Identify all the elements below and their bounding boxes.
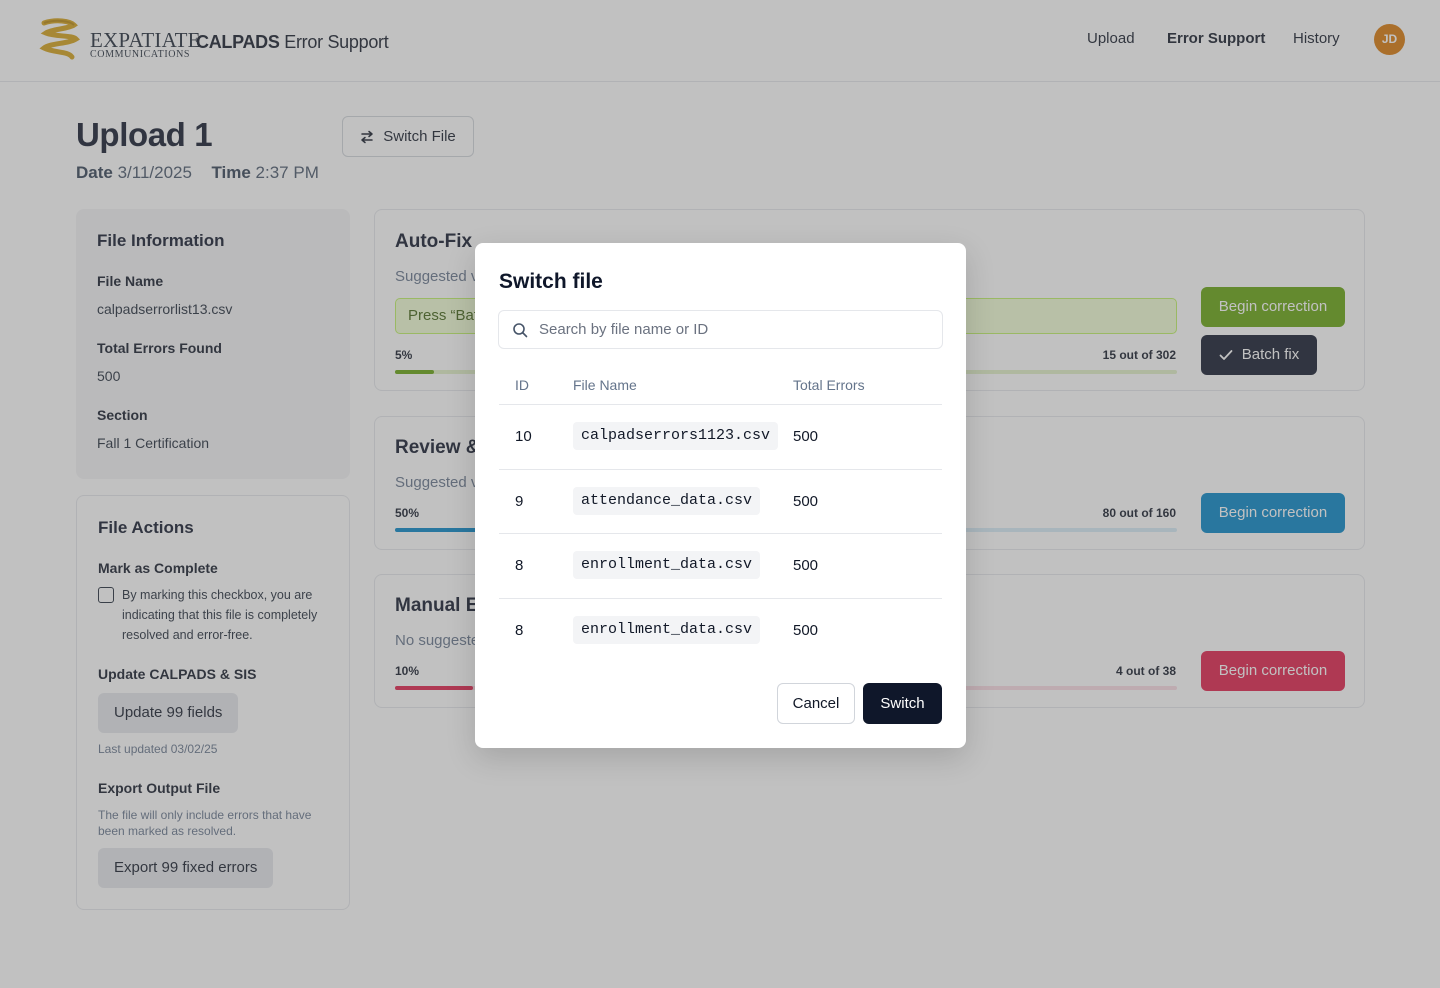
batch-fix-button[interactable]: Batch fix: [1201, 335, 1317, 375]
mark-complete-checkbox[interactable]: [98, 587, 114, 603]
nav-history[interactable]: History: [1293, 30, 1340, 47]
manual-begin-correction-button[interactable]: Begin correction: [1201, 651, 1345, 691]
file-table-header: ID File Name Total Errors: [499, 367, 942, 405]
user-avatar[interactable]: JD: [1374, 24, 1405, 55]
table-row[interactable]: 8 enrollment_data.csv 500: [499, 534, 942, 599]
file-table-body[interactable]: 10 calpadserrors1123.csv 500 9 attendanc…: [499, 405, 942, 655]
batch-fix-label: Batch fix: [1241, 346, 1300, 363]
row-total-errors: 500: [793, 428, 819, 445]
file-information-card: File Information File Name calpadserrorl…: [76, 209, 350, 479]
row-total-errors: 500: [793, 621, 819, 639]
time-label: Time: [211, 163, 251, 182]
review-title: Review &: [395, 437, 480, 458]
manual-percent: 10%: [395, 664, 420, 678]
file-information-heading: File Information: [97, 231, 225, 250]
export-note: The file will only include errors that h…: [98, 808, 312, 838]
row-id: 8: [515, 557, 524, 574]
file-search-input[interactable]: [539, 311, 934, 348]
expatiate-logo-icon[interactable]: [38, 17, 82, 61]
row-total-errors: 500: [793, 557, 819, 574]
autofix-begin-correction-button[interactable]: Begin correction: [1201, 287, 1345, 327]
top-header: EXPATIATE COMMUNICATIONS CALPADS Error S…: [0, 0, 1440, 82]
row-id: 8: [515, 621, 524, 639]
logo-primary: EXPATIATE: [90, 28, 201, 52]
last-updated-text: Last updated 03/02/25: [98, 742, 218, 756]
file-actions-heading: File Actions: [98, 518, 194, 537]
time-value: 2:37 PM: [255, 163, 319, 182]
date-label: Date: [76, 163, 113, 182]
update-calpads-label: Update CALPADS & SIS: [98, 666, 257, 682]
row-total-errors: 500: [793, 492, 819, 510]
autofix-count: 15 out of 302: [1102, 348, 1176, 362]
manual-subtitle: No suggeste: [395, 632, 480, 649]
total-errors-value: 500: [97, 368, 121, 384]
section-value: Fall 1 Certification: [97, 435, 210, 451]
row-id: 10: [515, 428, 532, 445]
review-subtitle: Suggested v: [395, 474, 479, 491]
app-title-rest: Error Support: [284, 32, 389, 52]
switch-button[interactable]: Switch: [863, 683, 942, 724]
app-title: CALPADS Error Support: [196, 31, 389, 53]
review-percent: 50%: [395, 506, 420, 520]
manual-progress-fill: [395, 686, 474, 690]
page-title: Upload 1: [76, 116, 213, 153]
search-icon: [513, 323, 528, 338]
section-label: Section: [97, 407, 148, 423]
column-header-total-errors: Total Errors: [793, 377, 865, 393]
row-file-name: enrollment_data.csv: [573, 551, 761, 579]
switch-file-label: Switch File: [383, 128, 456, 145]
switch-file-modal: Switch file ID File Name Total Errors 10…: [475, 243, 966, 748]
nav-error-support[interactable]: Error Support: [1167, 30, 1266, 47]
swap-arrows-icon: [361, 130, 373, 143]
file-search-box: [498, 310, 943, 349]
autofix-subtitle: Suggested v: [395, 268, 479, 285]
logo-secondary: COMMUNICATIONS: [90, 49, 191, 60]
review-begin-correction-button[interactable]: Begin correction: [1201, 493, 1345, 533]
table-row[interactable]: 9 attendance_data.csv 500: [499, 470, 942, 534]
autofix-progress-fill: [395, 370, 435, 374]
row-file-name: enrollment_data.csv: [573, 615, 761, 644]
switch-file-button[interactable]: Switch File: [342, 116, 474, 157]
company-logo-text: EXPATIATE COMMUNICATIONS: [90, 28, 201, 60]
table-row[interactable]: 8 enrollment_data.csv 500: [499, 599, 942, 656]
review-count: 80 out of 160: [1102, 506, 1176, 520]
update-fields-button[interactable]: Update 99 fields: [98, 693, 239, 733]
app-title-bold: CALPADS: [196, 32, 280, 52]
mark-complete-description: By marking this checkbox, you are indica…: [122, 588, 318, 642]
autofix-title: Auto-Fix: [395, 231, 473, 252]
cancel-button[interactable]: Cancel: [777, 683, 855, 724]
upload-meta: Date 3/11/2025 Time 2:37 PM: [76, 163, 319, 183]
file-name-label: File Name: [97, 273, 164, 289]
modal-title: Switch file: [499, 270, 603, 293]
check-icon: [1219, 350, 1233, 360]
export-output-label: Export Output File: [98, 780, 221, 796]
mark-complete-label: Mark as Complete: [98, 560, 218, 576]
manual-title: Manual E: [395, 595, 479, 616]
manual-count: 4 out of 38: [1115, 664, 1176, 678]
mark-complete-row: By marking this checkbox, you are indica…: [98, 587, 328, 645]
export-fixed-errors-button[interactable]: Export 99 fixed errors: [98, 848, 274, 888]
column-header-id: ID: [515, 377, 529, 393]
date-value: 3/11/2025: [117, 163, 192, 182]
column-header-file-name: File Name: [573, 377, 637, 393]
table-row[interactable]: 10 calpadserrors1123.csv 500: [499, 405, 942, 470]
file-actions-card: File Actions Mark as Complete By marking…: [76, 495, 350, 910]
row-file-name: calpadserrors1123.csv: [573, 422, 779, 450]
autofix-percent: 5%: [395, 348, 413, 362]
row-file-name: attendance_data.csv: [573, 486, 761, 515]
nav-upload[interactable]: Upload: [1087, 30, 1135, 47]
row-id: 9: [515, 492, 524, 510]
file-name-value: calpadserrorlist13.csv: [97, 301, 233, 317]
total-errors-label: Total Errors Found: [97, 340, 222, 356]
